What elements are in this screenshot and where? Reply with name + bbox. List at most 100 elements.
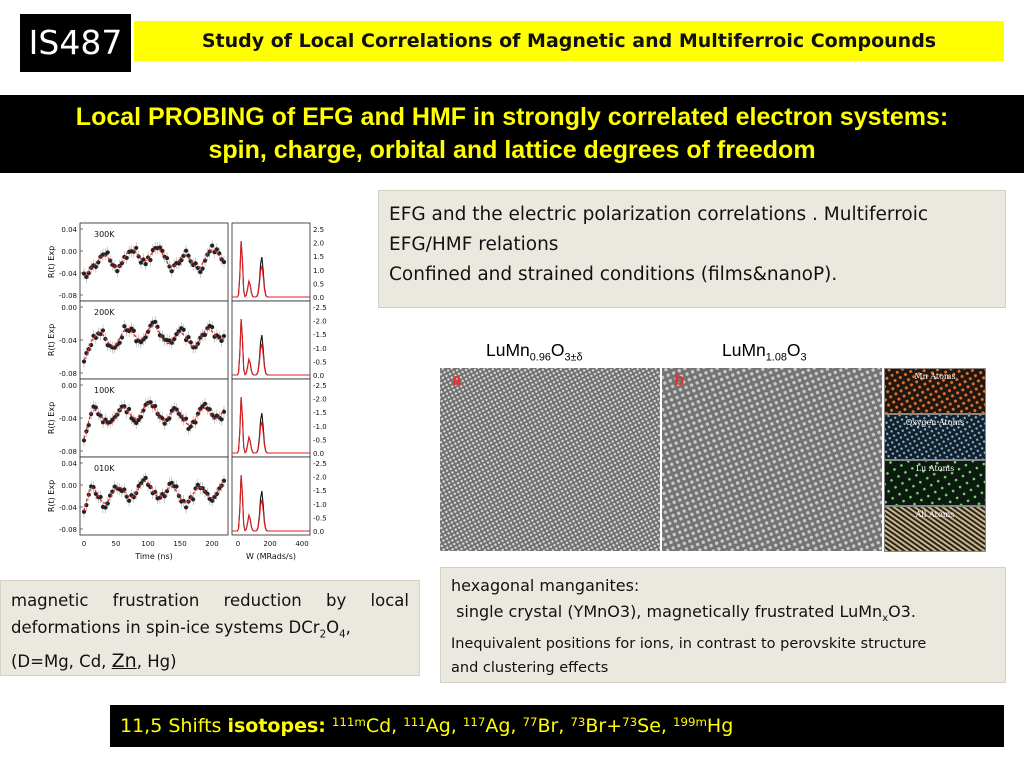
- lu-atoms-pattern: [885, 461, 985, 505]
- mag-text-1: magnetic frustration reduction by local …: [11, 591, 409, 637]
- left-y-tick: 0.00: [61, 304, 77, 312]
- right-y-tick: -1.5: [313, 331, 327, 339]
- mag-text-5: , Hg): [136, 652, 177, 672]
- hex-line-2-sub: x: [882, 613, 889, 625]
- data-point: [219, 338, 224, 343]
- hex-line-2a: single crystal (YMnO3), magnetically fru…: [451, 602, 883, 621]
- data-point: [210, 325, 215, 330]
- formula-b-sub2: 3: [800, 351, 807, 364]
- data-point: [160, 248, 165, 253]
- formula-a: LuMn0.96O3±δ: [486, 340, 583, 364]
- right-x-label: W (MRads/s): [246, 552, 296, 561]
- data-point: [174, 484, 179, 489]
- right-x-tick: 400: [295, 540, 308, 548]
- subtitle-banner: Local PROBING of EFG and HMF in strongly…: [0, 95, 1024, 173]
- fourier-fit-curve: [232, 318, 310, 376]
- data-point: [162, 494, 167, 499]
- data-point: [181, 253, 186, 258]
- data-point: [207, 407, 212, 412]
- right-y-tick: 0.0: [313, 372, 324, 380]
- data-point: [191, 497, 196, 502]
- temperature-label: 300K: [94, 230, 115, 239]
- formula-b-o: O: [786, 340, 801, 360]
- title-bar: Study of Local Correlations of Magnetic …: [134, 21, 1004, 61]
- left-y-label: R(t) Exp: [47, 480, 56, 512]
- right-y-tick: -1.5: [313, 487, 327, 495]
- inset-oxygen-atoms: Oxygen Atoms: [884, 414, 986, 460]
- all-atoms-pattern: [885, 507, 985, 551]
- data-point: [164, 489, 170, 494]
- data-point: [179, 414, 184, 419]
- oxygen-atoms-pattern: [885, 415, 985, 459]
- hex-line-2: single crystal (YMnO3), magnetically fru…: [451, 599, 995, 632]
- data-point: [93, 491, 98, 496]
- data-point: [169, 340, 174, 345]
- data-point: [93, 405, 98, 410]
- data-point: [105, 501, 110, 506]
- left-x-tick: 100: [141, 540, 154, 548]
- hex-line-4: and clustering effects: [451, 660, 609, 677]
- left-x-label: Time (ns): [134, 552, 173, 561]
- right-y-tick: 0.0: [313, 528, 324, 536]
- data-point: [193, 261, 198, 266]
- efg-line-3: Confined and strained conditions (films&…: [389, 264, 838, 285]
- data-point: [148, 257, 153, 263]
- fit-curve: [83, 248, 225, 277]
- isotope-mass: 77: [522, 715, 538, 729]
- data-point: [164, 256, 170, 261]
- data-point: [105, 250, 110, 255]
- right-y-tick: -1.0: [313, 345, 327, 353]
- right-y-tick: 1.5: [313, 253, 324, 261]
- isotope-element: Se,: [637, 715, 673, 737]
- data-point: [198, 269, 203, 275]
- data-point: [143, 475, 148, 480]
- left-y-tick: 0.04: [61, 226, 77, 234]
- data-point: [210, 498, 215, 503]
- inset-all-atoms: All Atoms: [884, 506, 986, 552]
- isotope-element: Hg: [706, 715, 734, 737]
- isotope-mass: 117: [462, 715, 486, 729]
- data-point: [169, 480, 174, 485]
- data-point: [136, 417, 141, 423]
- pac-spectra-figure: 300K0.040.00-0.04-0.082.52.01.51.00.50.0…: [47, 222, 327, 561]
- left-y-tick: -0.08: [59, 370, 77, 378]
- fourier-panel-frame: [231, 300, 311, 380]
- data-point: [126, 406, 132, 412]
- isotopes-bold: isotopes:: [227, 715, 326, 737]
- data-point: [221, 478, 227, 483]
- hex-line-2b: O3.: [888, 602, 916, 621]
- isotope-mass: 111: [403, 715, 426, 729]
- left-y-label: R(t) Exp: [47, 402, 56, 434]
- data-point: [200, 266, 205, 271]
- isotope-mass: 199m: [672, 715, 707, 729]
- isotope-element: Br+: [585, 715, 623, 737]
- data-point: [138, 414, 144, 420]
- mn-atoms-pattern: [885, 369, 985, 413]
- left-y-tick: -0.04: [59, 504, 78, 512]
- data-point: [122, 324, 127, 329]
- temperature-label: 010K: [94, 464, 115, 473]
- fourier-panel-frame: [231, 222, 311, 302]
- data-point: [126, 498, 132, 503]
- data-point: [195, 482, 200, 487]
- inset-mn-atoms: Mn Atoms: [884, 368, 986, 414]
- data-point: [205, 491, 210, 496]
- banner-line-1-rest: strongly correlated electron systems:: [502, 103, 949, 131]
- data-point: [183, 248, 189, 253]
- data-point: [183, 416, 189, 421]
- left-y-label: R(t) Exp: [47, 324, 56, 356]
- data-point: [100, 328, 106, 333]
- data-point: [179, 258, 184, 263]
- inset-label-oxygen: Oxygen Atoms: [905, 418, 965, 427]
- banner-line-2: spin, charge, orbital and lattice degree…: [208, 136, 816, 164]
- left-x-tick: 50: [112, 540, 121, 548]
- right-y-tick: -1.5: [313, 409, 327, 417]
- right-y-tick: -2.0: [313, 474, 327, 482]
- left-y-label: R(t) Exp: [47, 246, 56, 278]
- left-x-tick: 150: [173, 540, 186, 548]
- temperature-label: 200K: [94, 308, 115, 317]
- data-point: [160, 416, 165, 421]
- data-point: [219, 417, 224, 422]
- data-point: [81, 271, 87, 276]
- data-point: [153, 319, 158, 325]
